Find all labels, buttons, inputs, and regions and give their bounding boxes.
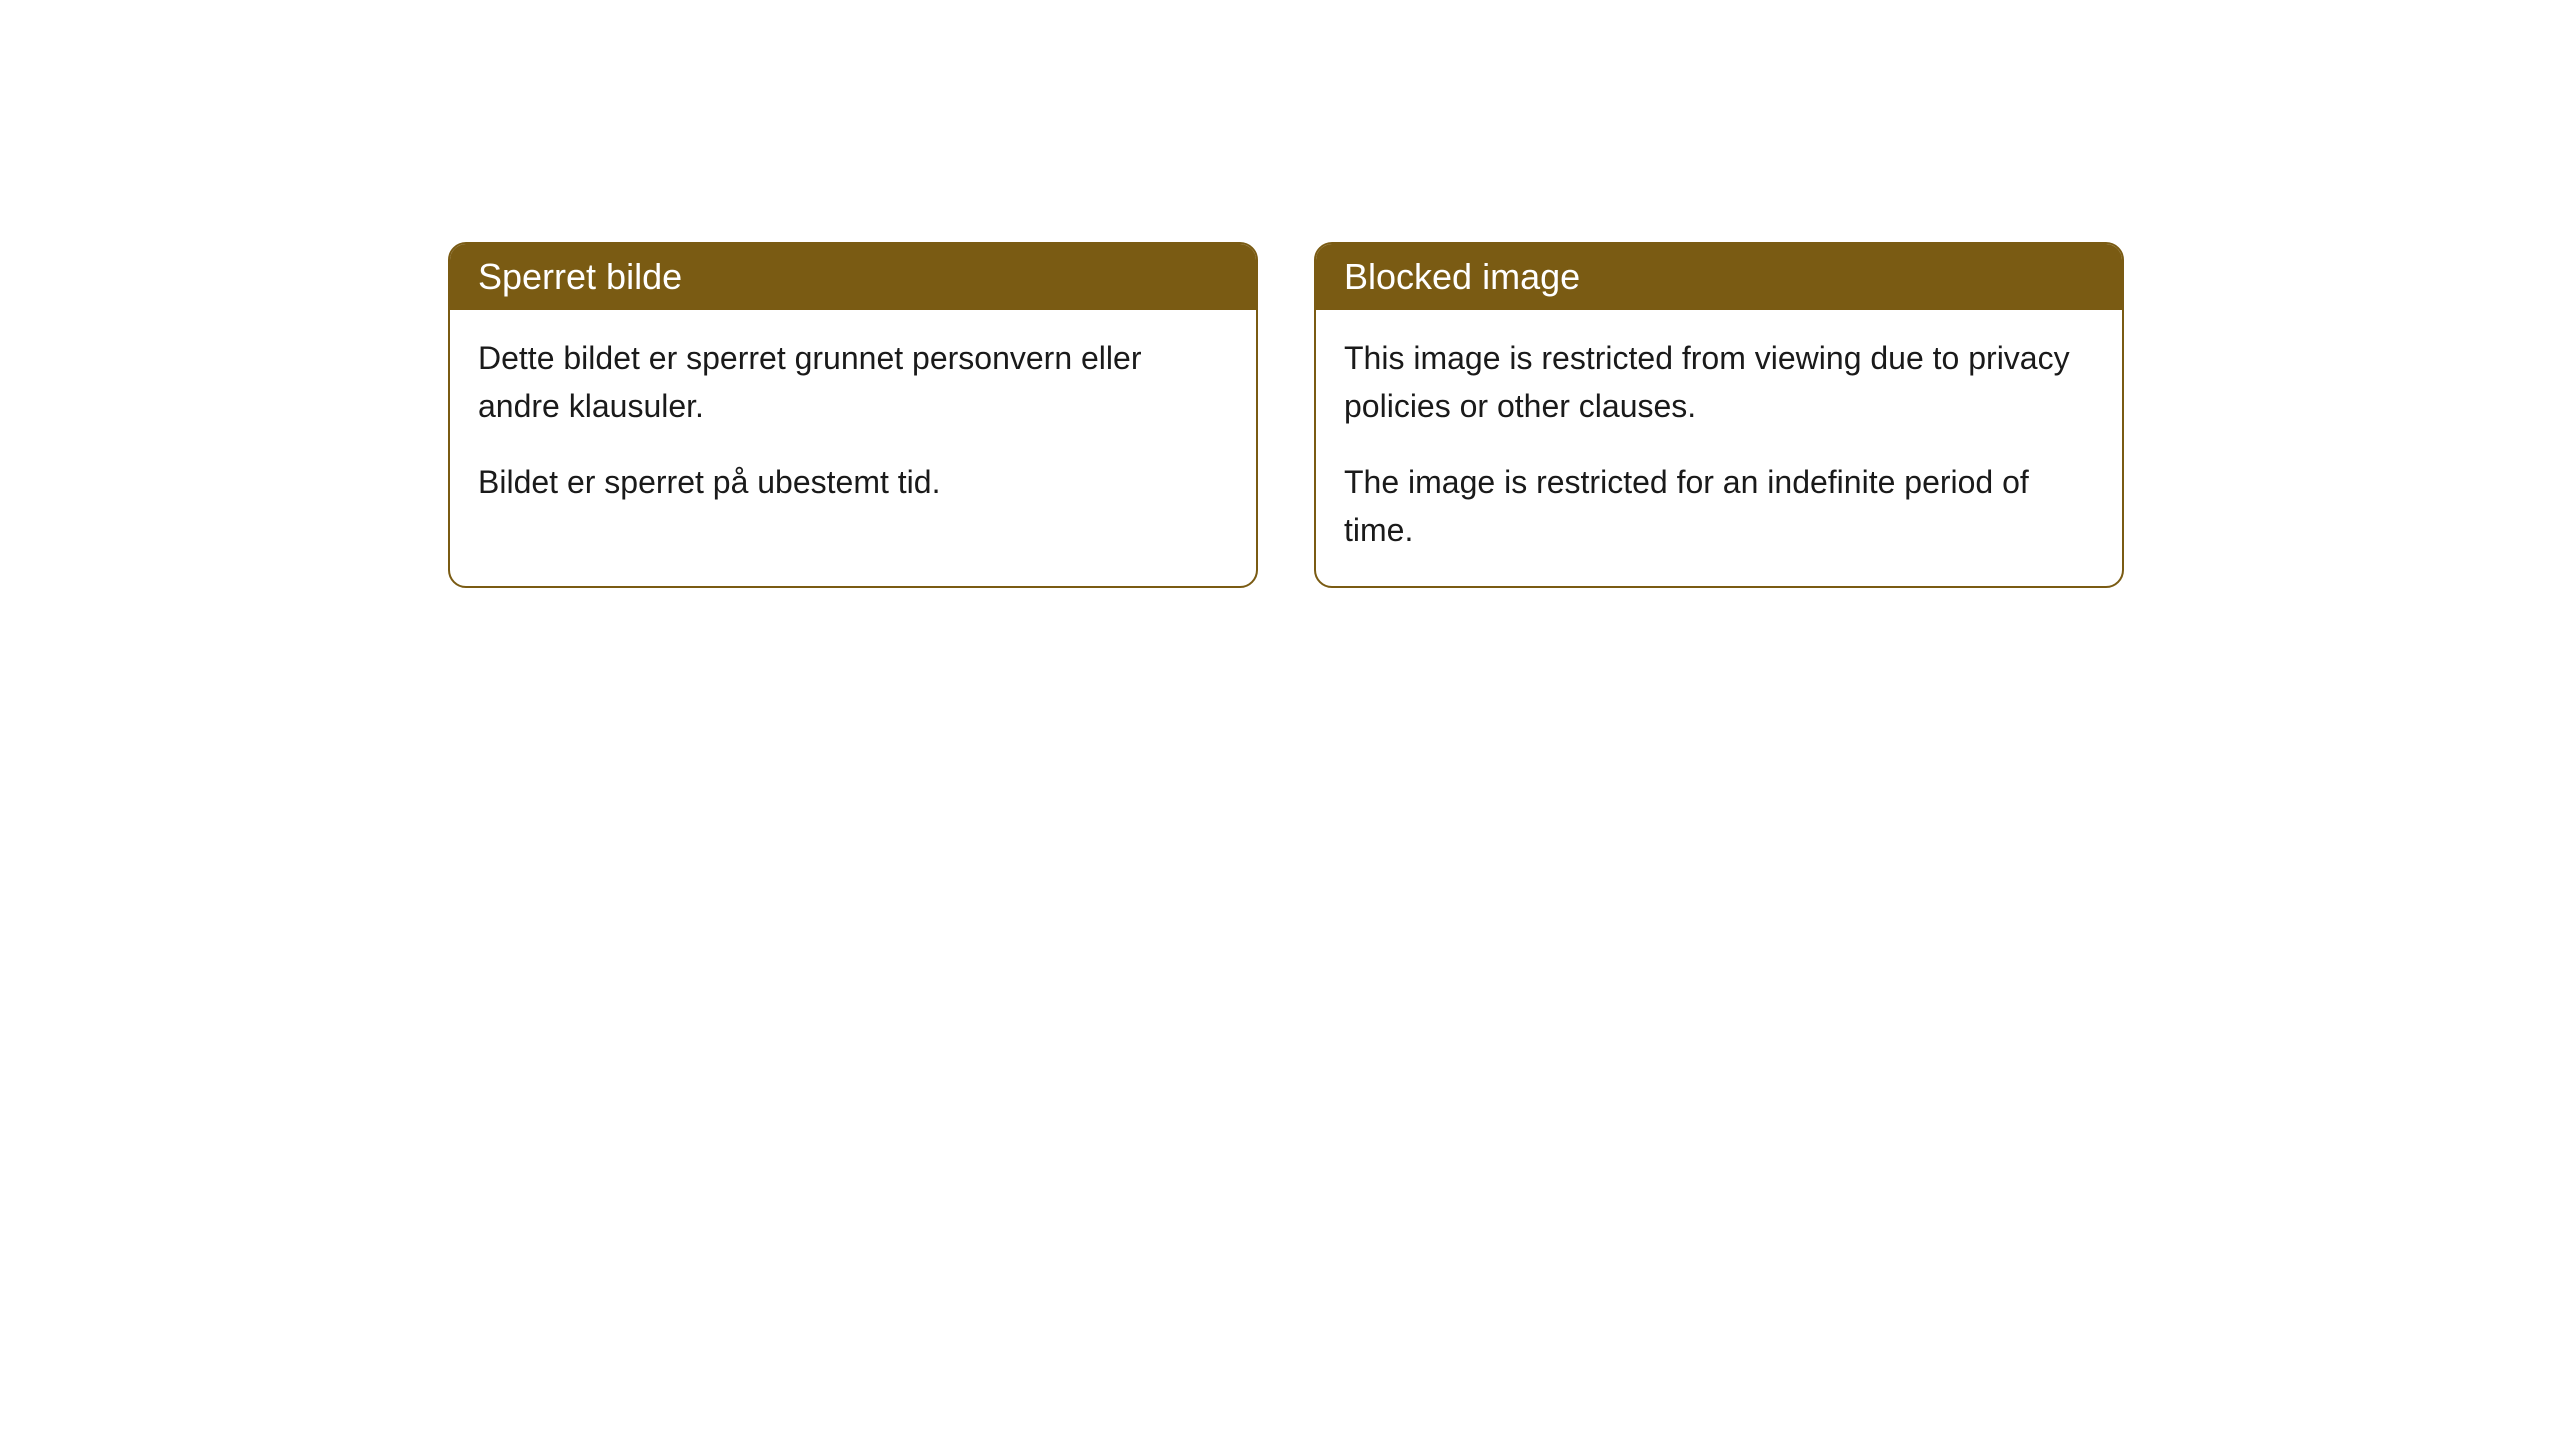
card-title-english: Blocked image (1344, 256, 1580, 297)
card-paragraph1-norwegian: Dette bildet er sperret grunnet personve… (478, 334, 1228, 430)
notice-card-english: Blocked image This image is restricted f… (1314, 242, 2124, 588)
card-paragraph2-english: The image is restricted for an indefinit… (1344, 458, 2094, 554)
card-paragraph1-english: This image is restricted from viewing du… (1344, 334, 2094, 430)
card-title-norwegian: Sperret bilde (478, 256, 682, 297)
card-paragraph2-norwegian: Bildet er sperret på ubestemt tid. (478, 458, 1228, 506)
card-body-norwegian: Dette bildet er sperret grunnet personve… (450, 310, 1256, 538)
notice-cards-container: Sperret bilde Dette bildet er sperret gr… (448, 242, 2124, 588)
notice-card-norwegian: Sperret bilde Dette bildet er sperret gr… (448, 242, 1258, 588)
card-body-english: This image is restricted from viewing du… (1316, 310, 2122, 586)
card-header-english: Blocked image (1316, 244, 2122, 310)
card-header-norwegian: Sperret bilde (450, 244, 1256, 310)
